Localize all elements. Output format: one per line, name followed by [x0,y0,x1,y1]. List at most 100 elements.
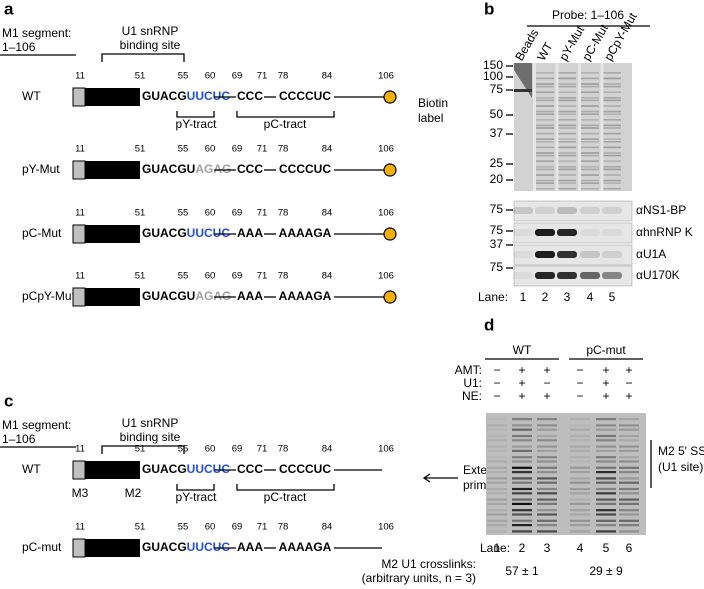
gel-band [558,146,576,149]
lane-label: Lane: [480,541,510,555]
gel-band [487,509,507,512]
size-marker: 75 [490,223,504,237]
construct-name: WT [22,89,41,103]
gel-band [487,519,507,522]
gel-band [512,456,532,459]
gel-band [537,471,557,474]
gel-band [581,83,599,85]
sequence-part: UUCUC [187,540,231,554]
blot-band [535,272,555,279]
site-label: binding site [120,430,181,444]
gel-band [536,188,554,190]
panel-label: a [4,0,14,18]
gel-band [512,471,532,474]
sequence-part: UUCUC [187,226,231,240]
gel-band [619,519,639,522]
position: 84 [322,208,333,219]
gel-band [536,105,554,107]
segment-range: 1–106 [2,40,36,54]
gel-band [512,509,532,512]
gel-band [570,530,590,533]
gel-band [537,524,557,527]
bracket [101,445,185,454]
position: 51 [135,444,146,455]
exon-box [72,224,86,244]
gel-band [581,154,599,157]
gel-band [570,434,590,438]
probe-label: Probe: 1–106 [552,8,624,22]
gel-band [536,166,554,168]
gel-band [596,509,616,512]
segment-label: M1 segment: [2,418,71,432]
gel-band [603,174,621,176]
gel-band [487,428,507,431]
gel-band [603,179,621,182]
gel-band [581,105,599,107]
position: 60 [205,271,216,282]
condition-value: + [625,389,632,403]
gel-band [619,456,639,459]
gel-band [619,502,639,505]
construct-name: WT [22,462,41,476]
gel-band [558,105,576,107]
gel-band [570,418,590,421]
gel-band [487,418,507,420]
gel-band [487,492,507,495]
gel-band [558,91,576,93]
gel-band [581,138,599,140]
biotin [383,290,397,304]
gel-band [536,113,554,115]
gel-band [558,182,576,184]
sequence: GUACGUUCUC [142,462,230,476]
condition-value: − [576,389,583,403]
gel-band [619,481,639,484]
gel-band [536,127,554,129]
group-label: WT [513,343,532,357]
gel-band [570,492,590,495]
lane-number: 5 [609,290,616,304]
gel-band [512,477,532,480]
gel-band [537,449,557,452]
gel-band [487,424,507,427]
position: 60 [205,144,216,155]
gel-band [603,72,621,74]
condition-label: U1: [463,376,482,390]
position: 84 [322,71,333,82]
gel-band [487,449,507,452]
blot-band [535,229,555,236]
sequence: AAC [105,289,131,303]
gel-band [581,85,599,88]
gel-band [570,498,590,501]
crosslink-label: M2 U1 crosslinks: [381,557,476,571]
position: 11 [75,208,85,219]
blot-band [513,272,533,279]
gel-band [487,487,507,491]
gel-band [487,460,507,463]
gel-band [537,460,557,463]
position: 78 [278,71,289,82]
gel-band [596,449,616,452]
exon-box [85,161,140,179]
position: 69 [232,522,243,533]
site-label: M2 5′ SS [658,444,704,458]
gel-band [619,498,639,501]
gel-band [619,492,639,495]
antibody-label: αU170K [636,268,680,282]
gel-band [487,477,507,480]
exon-box [72,538,86,558]
lane-number: 6 [626,541,633,555]
gel-band [596,487,616,491]
gel-band [487,466,507,469]
size-marker: 37 [490,126,504,140]
gel-band [487,439,507,442]
gel-band [512,519,532,522]
gel-band [581,146,599,149]
gel-band [512,530,532,533]
gel-band [536,146,554,149]
gel-band [514,89,532,92]
sequence: GUACGUAGAG [142,162,231,176]
gel-band [619,471,639,474]
gel-band [487,513,507,516]
blot-band [602,207,622,214]
gel-band [536,97,554,99]
